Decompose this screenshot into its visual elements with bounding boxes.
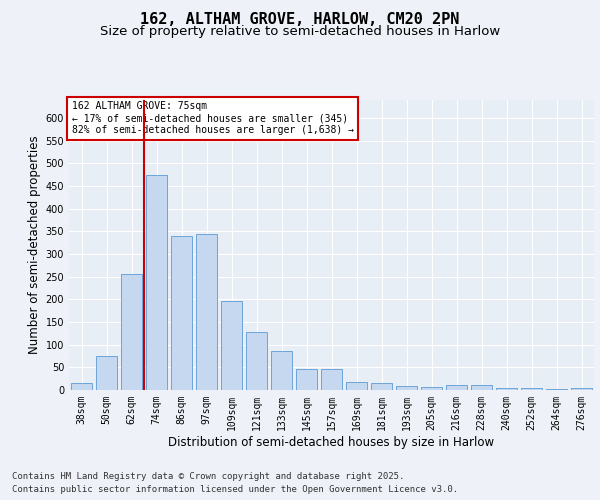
Bar bbox=[146, 175, 167, 390]
Bar bbox=[546, 389, 567, 390]
Bar bbox=[296, 368, 317, 390]
Bar bbox=[96, 356, 117, 390]
Text: Size of property relative to semi-detached houses in Harlow: Size of property relative to semi-detach… bbox=[100, 25, 500, 38]
Text: Contains public sector information licensed under the Open Government Licence v3: Contains public sector information licen… bbox=[12, 485, 458, 494]
Bar bbox=[496, 388, 517, 390]
Bar bbox=[421, 388, 442, 390]
Bar bbox=[471, 386, 492, 390]
Bar bbox=[371, 383, 392, 390]
Bar bbox=[121, 274, 142, 390]
Bar bbox=[271, 350, 292, 390]
Text: 162, ALTHAM GROVE, HARLOW, CM20 2PN: 162, ALTHAM GROVE, HARLOW, CM20 2PN bbox=[140, 12, 460, 28]
Bar bbox=[196, 234, 217, 390]
Bar bbox=[446, 386, 467, 390]
X-axis label: Distribution of semi-detached houses by size in Harlow: Distribution of semi-detached houses by … bbox=[169, 436, 494, 448]
Bar bbox=[171, 236, 192, 390]
Bar bbox=[321, 368, 342, 390]
Bar bbox=[246, 332, 267, 390]
Text: Contains HM Land Registry data © Crown copyright and database right 2025.: Contains HM Land Registry data © Crown c… bbox=[12, 472, 404, 481]
Y-axis label: Number of semi-detached properties: Number of semi-detached properties bbox=[28, 136, 41, 354]
Text: 162 ALTHAM GROVE: 75sqm
← 17% of semi-detached houses are smaller (345)
82% of s: 162 ALTHAM GROVE: 75sqm ← 17% of semi-de… bbox=[71, 102, 353, 134]
Bar bbox=[221, 300, 242, 390]
Bar bbox=[71, 383, 92, 390]
Bar bbox=[571, 388, 592, 390]
Bar bbox=[521, 388, 542, 390]
Bar bbox=[396, 386, 417, 390]
Bar bbox=[346, 382, 367, 390]
